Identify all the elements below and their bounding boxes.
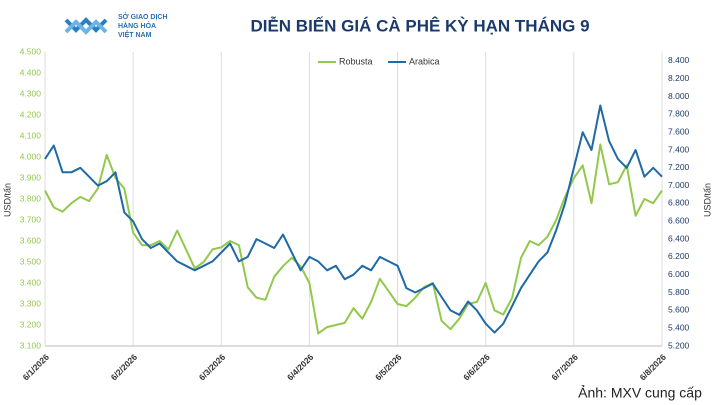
y2-tick-label: 7.600 [668, 126, 690, 136]
y2-tick-label: 7.000 [668, 180, 690, 190]
y-tick-label: 3.900 [20, 172, 42, 182]
y2-tick-label: 6.600 [668, 216, 690, 226]
y2-tick-label: 5.600 [668, 305, 690, 315]
x-tick-label: 6/6/2026 [461, 352, 492, 383]
y2-tick-label: 6.000 [668, 269, 690, 279]
y-tick-label: 4.300 [20, 88, 42, 98]
y2-tick-label: 7.800 [668, 109, 690, 119]
y2-tick-label: 6.800 [668, 198, 690, 208]
line-series [44, 104, 663, 334]
x-tick-label: 6/5/2026 [373, 352, 404, 383]
logo-icon [64, 17, 108, 35]
legend-label: Arabica [409, 56, 440, 66]
y2-tick-label: 8.400 [668, 55, 690, 65]
x-tick-label: 6/8/2026 [638, 352, 669, 383]
x-tick-label: 6/4/2026 [285, 352, 316, 383]
y2-tick-label: 8.000 [668, 91, 690, 101]
y2-tick-label: 7.200 [668, 162, 690, 172]
chart-title: DIỄN BIẾN GIÁ CÀ PHÊ KỲ HẠN THÁNG 9 [250, 16, 589, 35]
y-axis-label: USD/tấn [2, 183, 12, 217]
y-tick-label: 3.700 [20, 214, 42, 224]
y2-tick-label: 5.800 [668, 287, 690, 297]
line-series [44, 143, 663, 335]
y-tick-label: 3.400 [20, 277, 42, 287]
y2-tick-label: 6.400 [668, 233, 690, 243]
x-tick-label: 6/3/2026 [197, 352, 228, 383]
y-tick-label: 3.100 [20, 340, 42, 350]
y-tick-label: 3.800 [20, 193, 42, 203]
legend-label: Robusta [339, 56, 373, 66]
x-tick-label: 6/7/2026 [549, 352, 580, 383]
y-tick-label: 4.400 [20, 67, 42, 77]
y2-tick-label: 5.400 [668, 322, 690, 332]
x-tick-label: 6/1/2026 [21, 352, 52, 383]
y2-axis-label: USD/tấn [702, 183, 712, 217]
y-tick-label: 4.000 [20, 151, 42, 161]
y-tick-label: 3.300 [20, 298, 42, 308]
y-tick-label: 3.200 [20, 319, 42, 329]
logo-text: VIỆT NAM [118, 30, 152, 39]
caption: Ảnh: MXV cung cấp [578, 385, 702, 401]
y-tick-label: 4.500 [20, 46, 42, 56]
y2-tick-label: 6.200 [668, 251, 690, 261]
y-tick-label: 4.200 [20, 109, 42, 119]
x-tick-label: 6/2/2026 [109, 352, 140, 383]
logo-text: SỞ GIAO DỊCH [118, 12, 168, 21]
y2-tick-label: 7.400 [668, 144, 690, 154]
y2-tick-label: 8.200 [668, 73, 690, 83]
y-tick-label: 4.100 [20, 130, 42, 140]
y2-tick-label: 5.200 [668, 340, 690, 350]
logo-text: HÀNG HÓA [118, 21, 156, 30]
y-tick-label: 3.500 [20, 256, 42, 266]
y-tick-label: 3.600 [20, 235, 42, 245]
